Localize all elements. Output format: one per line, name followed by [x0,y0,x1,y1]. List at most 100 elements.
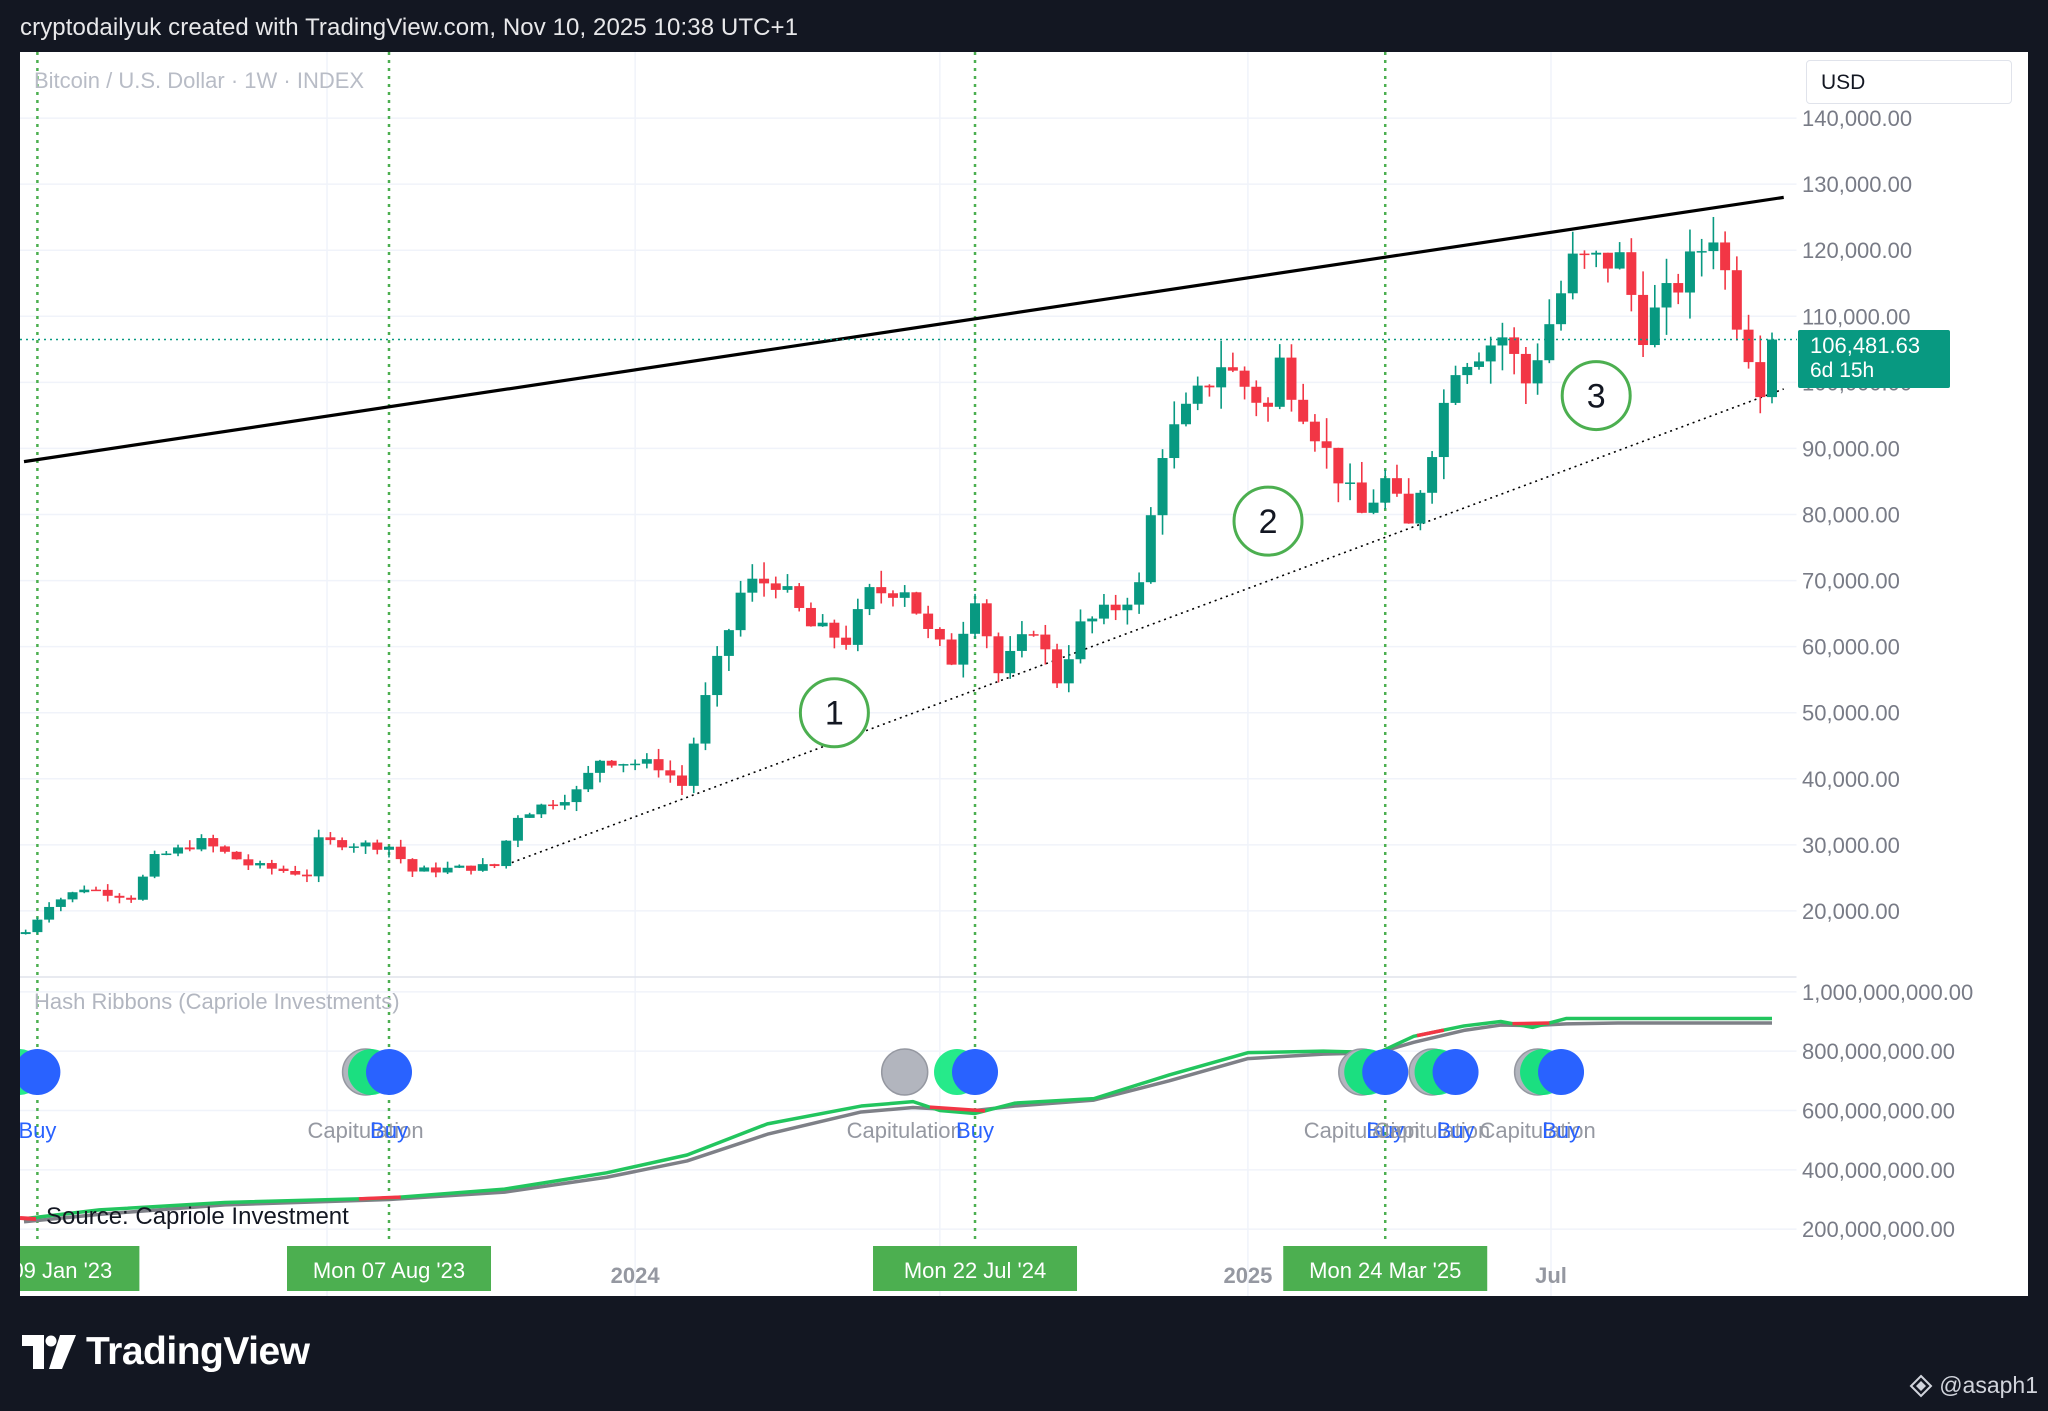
candle-body [805,607,816,627]
candle-body [1450,375,1461,403]
price-axis-label: 40,000.00 [1802,767,1900,792]
candle-body [1755,362,1766,398]
date-flag-label: Mon 22 Jul '24 [904,1258,1046,1283]
author-handle[interactable]: @asaph1 [1909,1372,2038,1399]
candle-body [1520,353,1531,384]
candle-body [1485,345,1496,362]
wave-circle-marker [798,677,870,749]
candle-body [44,906,55,920]
candle-body [231,851,242,860]
candle-body [958,633,969,665]
candle-body [1661,283,1672,308]
candle-body [1251,386,1262,403]
candle-body [852,609,863,645]
indicator-axis-label: 600,000,000.00 [1802,1099,1955,1124]
candle-body [1462,366,1473,376]
candle-body [114,895,125,898]
candle-body [1016,634,1027,651]
candle-body [606,760,617,766]
candle-body [1192,385,1203,404]
candle-body [993,636,1004,674]
price-axis-label: 80,000.00 [1802,503,1900,528]
candle-body [454,865,465,868]
buy-signal-circle [952,1049,999,1095]
candle-body [1052,649,1063,684]
candle-body [1614,252,1625,269]
candle-body [899,592,910,598]
price-axis-label: 50,000.00 [1802,701,1900,726]
candle-body [536,804,547,815]
candle-body [688,743,699,786]
candle-body [419,867,430,872]
candle-body [1368,502,1379,513]
support-trendline [505,388,1784,866]
hash-ribbon-fast-line [23,1016,1772,1221]
candle-body [1743,329,1754,363]
candle-body [1708,242,1719,252]
candle-body [1134,582,1145,605]
candle-body [759,578,770,584]
indicator-title: Hash Ribbons (Capriole Investments) [34,989,400,1014]
price-axis-label: 20,000.00 [1802,899,1900,924]
candle-body [712,655,723,696]
candle-body [1696,251,1707,253]
capitulation-signal-label: Capitulation [847,1118,963,1143]
price-axis-label: 60,000.00 [1802,635,1900,660]
candle-body [32,919,43,933]
candle-body [946,639,957,665]
chart-caption: cryptodailyuk created with TradingView.c… [20,14,799,41]
candle-body [630,763,641,766]
price-axis-label: 120,000.00 [1802,238,1912,263]
capitulation-signal-label: Capitulation [1304,1118,1420,1143]
capitulation-signal-label: Capitulation [1374,1118,1490,1143]
symbol-title: Bitcoin / U.S. Dollar · 1W · INDEX [34,68,365,93]
candle-body [1309,421,1320,442]
candle-body [219,846,230,852]
snapshot-mark-icon [1909,1374,1933,1397]
currency-selector[interactable]: USD [1806,60,2012,104]
candle-body [677,775,688,786]
candle-body [313,837,324,877]
date-flag-label: Mon 07 Aug '23 [313,1258,465,1283]
date-flag [1283,1246,1488,1291]
candle-body [1626,252,1637,295]
candle-body [1567,253,1578,294]
hash-ribbon-slow-line [23,1021,1772,1224]
candle-body [1579,253,1590,256]
candle-body [20,932,31,935]
candle-body [1122,604,1133,611]
tradingview-logo[interactable]: TradingView [22,1330,310,1374]
candle-body [1403,493,1414,524]
candle-body [653,759,664,771]
candle-body [934,628,945,640]
price-axis-label: 70,000.00 [1802,569,1900,594]
candle-body [1720,242,1731,271]
candle-body [430,867,441,873]
candle-body [102,889,113,896]
date-flag [287,1246,492,1291]
candle-body [1145,515,1156,583]
wave-circle-marker [1560,360,1632,432]
date-flag [873,1246,1078,1291]
candle-body [1274,357,1285,407]
candle-body [278,868,289,872]
candle-body [325,837,336,841]
buy-signal-label: Buy [956,1118,994,1143]
buy-signal-label: Buy [1366,1118,1404,1143]
candle-body [1063,659,1074,684]
price-axis-label: 130,000.00 [1802,172,1912,197]
candle-body [1227,367,1238,371]
candle-body [1731,270,1742,330]
candle-body [372,842,383,850]
capitulation-segment [1512,1021,1550,1026]
capitulation-segment [929,1105,986,1113]
buy-signal-circle [1538,1049,1585,1095]
candle-body [1075,621,1086,660]
candle-body [911,592,922,614]
candle-body [477,864,488,871]
candle-body [1591,252,1602,255]
candle-body [196,838,207,850]
capitulation-signal-label: Capitulation [307,1118,423,1143]
